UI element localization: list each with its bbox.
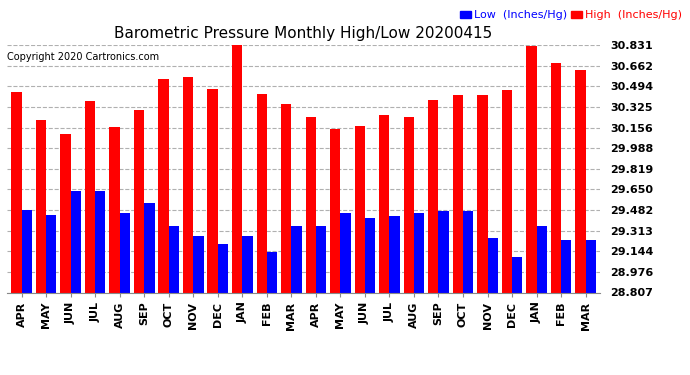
Bar	[11, 92, 21, 292]
Bar	[463, 211, 473, 292]
Text: Copyright 2020 Cartronics.com: Copyright 2020 Cartronics.com	[7, 53, 159, 63]
Bar	[95, 190, 106, 292]
Bar	[551, 63, 561, 292]
Bar	[428, 100, 438, 292]
Bar	[36, 120, 46, 292]
Bar	[267, 252, 277, 292]
Bar	[159, 80, 169, 292]
Bar	[438, 211, 449, 292]
Bar	[110, 127, 119, 292]
Bar	[389, 216, 400, 292]
Bar	[281, 104, 291, 292]
Bar	[257, 94, 267, 292]
Bar	[183, 77, 193, 292]
Bar	[208, 89, 218, 292]
Bar	[316, 226, 326, 292]
Bar	[134, 110, 144, 292]
Bar	[218, 244, 228, 292]
Legend: Low  (Inches/Hg), High  (Inches/Hg): Low (Inches/Hg), High (Inches/Hg)	[455, 6, 687, 25]
Bar	[488, 238, 497, 292]
Bar	[586, 240, 596, 292]
Bar	[46, 215, 57, 292]
Bar	[575, 70, 586, 292]
Bar	[414, 213, 424, 292]
Bar	[193, 236, 204, 292]
Bar	[512, 256, 522, 292]
Bar	[242, 236, 253, 292]
Bar	[291, 226, 302, 292]
Bar	[169, 226, 179, 292]
Bar	[365, 217, 375, 292]
Bar	[330, 129, 340, 292]
Bar	[537, 226, 547, 292]
Bar	[477, 95, 488, 292]
Bar	[70, 190, 81, 292]
Bar	[355, 126, 365, 292]
Bar	[144, 203, 155, 292]
Bar	[379, 115, 389, 292]
Bar	[404, 117, 414, 292]
Bar	[306, 117, 316, 292]
Bar	[232, 45, 242, 292]
Bar	[561, 240, 571, 292]
Bar	[85, 101, 95, 292]
Bar	[340, 213, 351, 292]
Bar	[21, 210, 32, 292]
Bar	[60, 134, 70, 292]
Bar	[526, 46, 537, 292]
Bar	[502, 90, 512, 292]
Bar	[119, 213, 130, 292]
Text: Barometric Pressure Monthly High/Low 20200415: Barometric Pressure Monthly High/Low 202…	[115, 26, 493, 41]
Bar	[453, 95, 463, 292]
